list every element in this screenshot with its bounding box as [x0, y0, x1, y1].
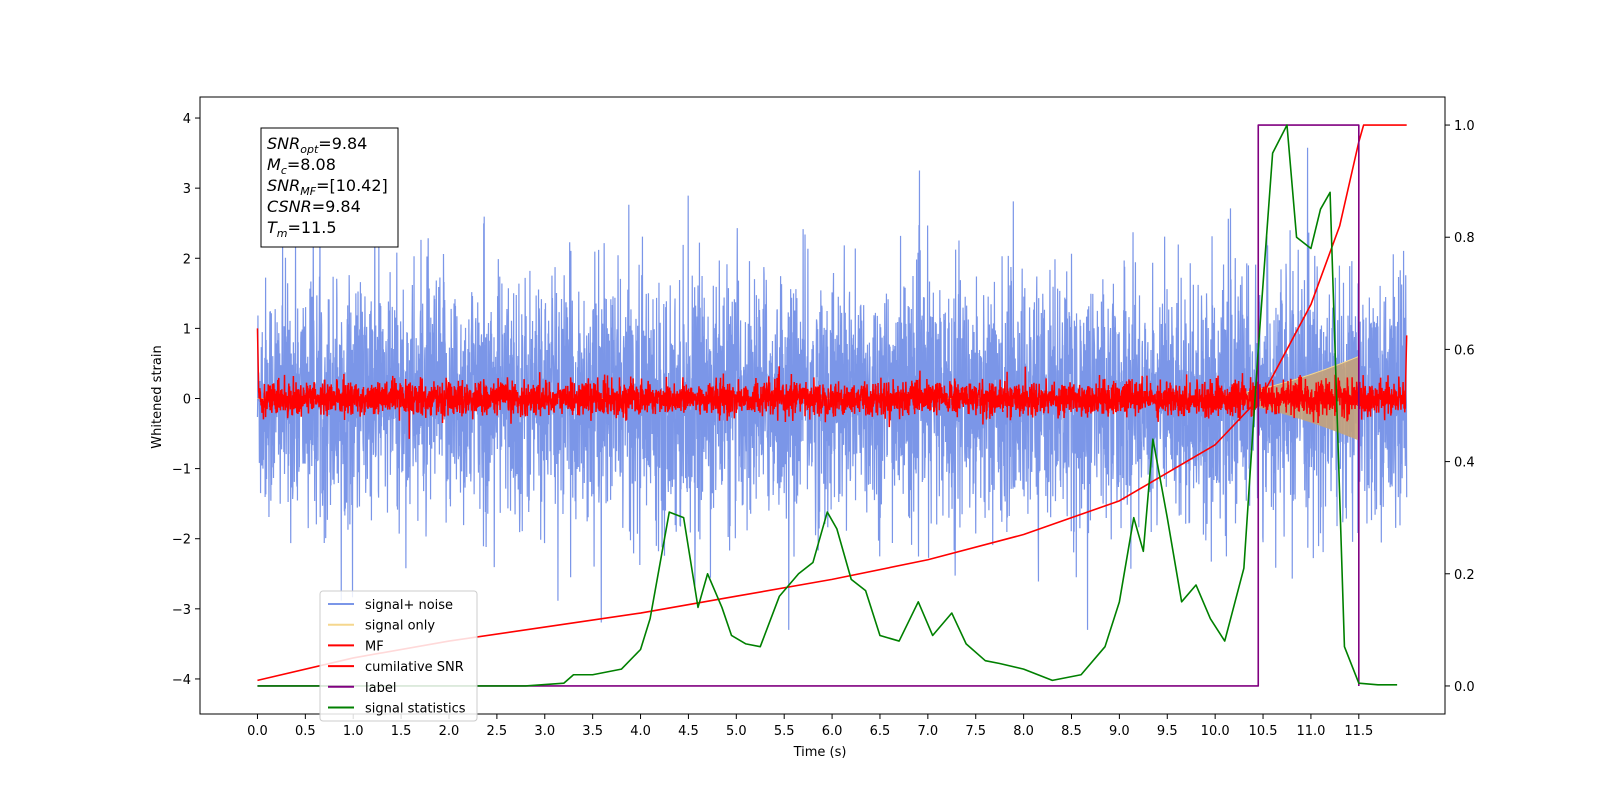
y-tick-label-left: 3 — [183, 182, 191, 197]
series-label-line — [257, 124, 1360, 687]
x-tick-label: 11.0 — [1296, 724, 1325, 739]
series-mf-line — [256, 328, 1408, 439]
y-axis-right: 0.0 0.2 0.4 0.6 0.8 1.0 — [1445, 119, 1475, 695]
legend-item: cumilative SNR — [328, 660, 464, 675]
y-axis-left: −4 −3 −2 −1 0 1 2 3 4 — [172, 112, 200, 688]
y-tick-label-left: −4 — [172, 673, 191, 688]
x-tick-label: 4.0 — [630, 724, 651, 739]
legend-label: signal statistics — [365, 702, 466, 717]
x-tick-label: 8.5 — [1061, 724, 1082, 739]
x-tick-label: 10.0 — [1201, 724, 1230, 739]
plot-area — [256, 124, 1408, 687]
y-tick-label-right: 1.0 — [1454, 119, 1475, 134]
x-tick-label: 0.5 — [295, 724, 316, 739]
x-tick-label: 4.5 — [678, 724, 699, 739]
x-tick-label: 5.0 — [726, 724, 747, 739]
x-axis: 0.0 0.5 1.0 1.5 2.0 2.5 3.0 3.5 4.0 4.5 5.0 5.5 6.0 6… — [247, 714, 1373, 739]
stats-line: Tm=11.5 — [267, 218, 337, 240]
x-tick-label: 6.0 — [822, 724, 843, 739]
y-tick-label-left: −2 — [172, 533, 191, 548]
legend-item: label — [328, 681, 396, 696]
legend-label: signal only — [365, 619, 435, 634]
legend-item: MF — [328, 639, 384, 654]
x-tick-label: 6.5 — [870, 724, 891, 739]
x-tick-label: 3.0 — [534, 724, 555, 739]
legend-label: cumilative SNR — [365, 660, 464, 675]
series-signal-statistics-line — [257, 124, 1398, 687]
x-tick-label: 8.0 — [1013, 724, 1034, 739]
legend: signal+ noise signal only MF cumilative SNR… — [319, 590, 478, 722]
y-tick-label-right: 0.8 — [1454, 231, 1475, 246]
x-tick-label: 10.5 — [1249, 724, 1278, 739]
legend-item: signal only — [328, 619, 435, 634]
y-tick-label-left: 1 — [183, 322, 191, 337]
stats-line: Mc=8.08 — [267, 155, 336, 177]
y-tick-label-right: 0.0 — [1454, 680, 1475, 695]
legend-frame — [319, 590, 478, 722]
y-tick-label-right: 0.6 — [1454, 343, 1475, 358]
y-tick-label-left: 2 — [183, 252, 191, 267]
y-tick-label-right: 0.2 — [1454, 568, 1475, 583]
x-tick-label: 9.0 — [1109, 724, 1130, 739]
x-axis-label: Time (s) — [793, 745, 847, 760]
y-tick-label-right: 0.4 — [1454, 456, 1475, 471]
legend-label: MF — [365, 639, 384, 654]
legend-item: signal+ noise — [328, 598, 453, 613]
legend-label: signal+ noise — [365, 598, 453, 613]
x-tick-label: 11.5 — [1344, 724, 1373, 739]
x-tick-label: 7.5 — [965, 724, 986, 739]
y-tick-label-left: −3 — [172, 603, 191, 618]
stats-line: SNRopt=9.84 — [267, 134, 367, 156]
stats-line: CSNR=9.84 — [267, 197, 361, 216]
legend-label: label — [365, 681, 396, 696]
x-tick-label: 1.0 — [343, 724, 364, 739]
stats-line: SNRMF=[10.42] — [267, 176, 388, 198]
x-tick-label: 1.5 — [391, 724, 412, 739]
series-signal-noise-line — [256, 147, 1408, 630]
y-tick-label-left: 4 — [183, 112, 191, 127]
x-tick-label: 2.5 — [487, 724, 508, 739]
stats-annotation-box: SNRopt=9.84Mc=8.08SNRMF=[10.42]CSNR=9.84… — [260, 127, 399, 248]
x-tick-label: 2.0 — [439, 724, 460, 739]
series-cumulative-snr-line — [257, 124, 1407, 682]
axes-frame — [199, 96, 1446, 715]
axes — [199, 96, 1446, 715]
y-tick-label-left: 0 — [183, 392, 191, 407]
x-tick-label: 3.5 — [582, 724, 603, 739]
y-axis-label: Whitened strain — [150, 345, 165, 448]
stats-box-frame — [260, 127, 399, 248]
legend-item: signal statistics — [328, 702, 466, 717]
x-tick-label: 5.5 — [774, 724, 795, 739]
x-tick-label: 9.5 — [1157, 724, 1178, 739]
y-tick-label-left: −1 — [172, 463, 191, 478]
x-tick-label: 7.0 — [918, 724, 939, 739]
x-tick-label: 0.0 — [247, 724, 268, 739]
